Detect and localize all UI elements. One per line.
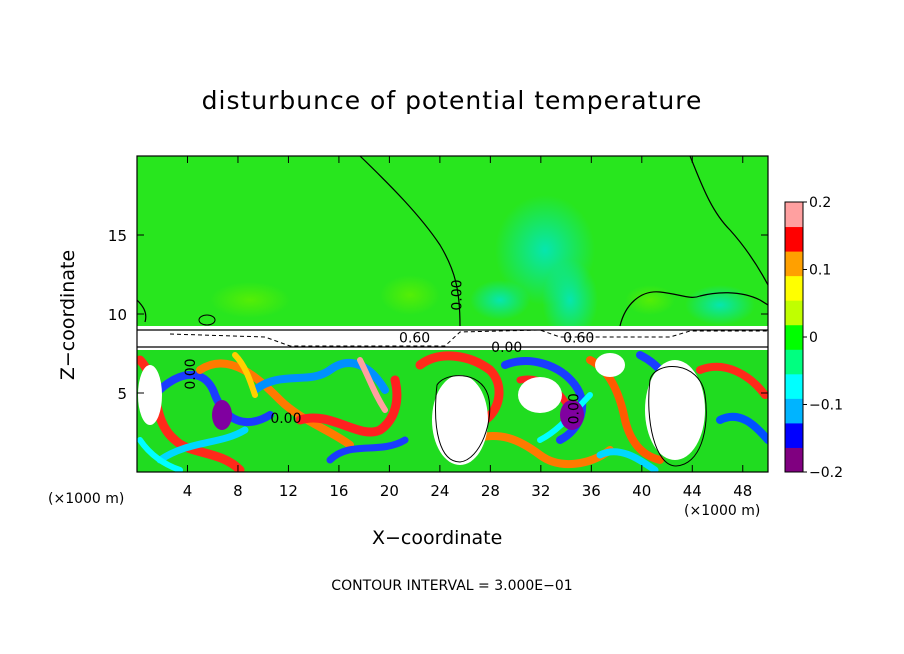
colorbar-swatch [785,447,803,473]
y-tick-label: 15 [108,227,127,245]
chart-title: disturbunce of potential temperature [201,86,703,115]
colorbar-swatch [785,226,803,252]
x-axis: 4 8 12 16 20 24 28 32 36 40 44 48 [183,156,752,500]
colorbar-tick-label: −0.2 [809,465,843,481]
contour-label: 0.00 [270,411,301,427]
x-tick-label: 44 [683,482,702,500]
field-image [137,156,768,472]
x-tick-label: 48 [733,482,752,500]
colorbar-swatch [785,349,803,375]
colorbar-swatch [785,398,803,424]
y-tick-label: 10 [108,306,127,324]
x-tick-label: 8 [233,482,243,500]
colorbar-swatch [785,324,803,350]
colorbar-swatch [785,251,803,277]
contour-label: 0.00 [567,393,583,424]
colorbar-swatch [785,300,803,326]
colorbar-tick-label: 0.1 [809,263,831,279]
x-tick-label: 12 [279,482,298,500]
colorbar-tick-label: 0.2 [809,195,831,211]
x-tick-label: 32 [531,482,550,500]
x-tick-label: 20 [380,482,399,500]
contour-label: 0.00 [491,340,522,356]
x-tick-label: 16 [329,482,348,500]
x-tick-label: 28 [481,482,500,500]
contour-label: 0.60 [563,330,594,346]
contour-label: 0.60 [399,330,430,346]
colorbar-swatch [785,275,803,301]
x-tick-label: 24 [430,482,449,500]
colorbar-swatch [785,202,803,228]
x-tick-label: 40 [632,482,651,500]
x-unit-label-left: (×1000 m) [48,491,125,507]
colorbar: 0.2 0.1 0 −0.1 −0.2 [784,195,843,481]
colorbar-tick-label: −0.1 [809,398,843,414]
y-tick-label: 5 [117,385,127,403]
colorbar-swatch [785,373,803,399]
contour-label: 0.00 [449,279,465,310]
contour-label: 0.00 [183,358,199,389]
colorbar-swatch [785,422,803,448]
colorbar-tick-label: 0 [809,330,818,346]
x-axis-label: X−coordinate [372,527,503,549]
contour-labels: 0.00 0.60 0.00 0.60 0.00 0.00 0.00 [183,279,594,427]
y-axis: 5 10 15 [108,227,768,403]
x-unit-label-right: (×1000 m) [684,503,761,519]
x-tick-label: 4 [183,482,193,500]
x-tick-label: 36 [582,482,601,500]
contour-interval-note: CONTOUR INTERVAL = 3.000E−01 [331,578,573,594]
